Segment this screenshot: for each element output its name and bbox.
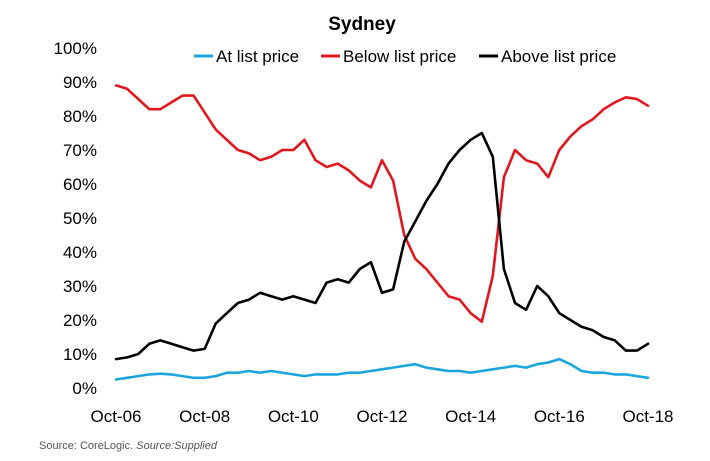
y-tick-label: 10%	[63, 345, 97, 364]
x-tick-label: Oct-12	[356, 407, 407, 426]
source-supplied: Source:Supplied	[136, 440, 217, 452]
source-note: Source: CoreLogic. Source:Supplied	[39, 440, 217, 452]
y-tick-label: 60%	[63, 175, 97, 194]
legend: At list price Below list price Above list …	[194, 47, 616, 66]
x-tick-label: Oct-06	[90, 407, 141, 426]
y-axis: 0% 10% 20% 30% 40% 50% 60% 70% 80% 90% 100%	[54, 39, 97, 398]
y-tick-label: 40%	[63, 243, 97, 262]
x-axis: Oct-06 Oct-08 Oct-10 Oct-12 Oct-14 Oct-16 Oct-…	[90, 407, 673, 426]
x-tick-label: Oct-08	[179, 407, 230, 426]
series-line-below-list-price	[114, 84, 650, 324]
legend-label: Below list price	[343, 47, 456, 66]
y-tick-label: 80%	[63, 107, 97, 126]
series-layer	[114, 84, 650, 381]
y-tick-label: 100%	[54, 39, 97, 58]
y-tick-label: 90%	[63, 73, 97, 92]
x-tick-label: Oct-14	[445, 407, 496, 426]
legend-label: Above list price	[501, 47, 616, 66]
x-tick-label: Oct-16	[534, 407, 585, 426]
chart-title: Sydney	[328, 14, 396, 35]
y-tick-label: 0%	[72, 379, 97, 398]
y-tick-label: 70%	[63, 141, 97, 160]
y-tick-label: 30%	[63, 277, 97, 296]
legend-label: At list price	[216, 47, 299, 66]
source-prefix: Source: CoreLogic.	[39, 440, 134, 452]
x-tick-label: Oct-18	[622, 407, 673, 426]
y-tick-label: 50%	[63, 209, 97, 228]
series-line-at-list-price	[114, 357, 650, 381]
y-tick-label: 20%	[63, 311, 97, 330]
series-line-above-list-price	[114, 131, 650, 361]
x-tick-label: Oct-10	[268, 407, 319, 426]
